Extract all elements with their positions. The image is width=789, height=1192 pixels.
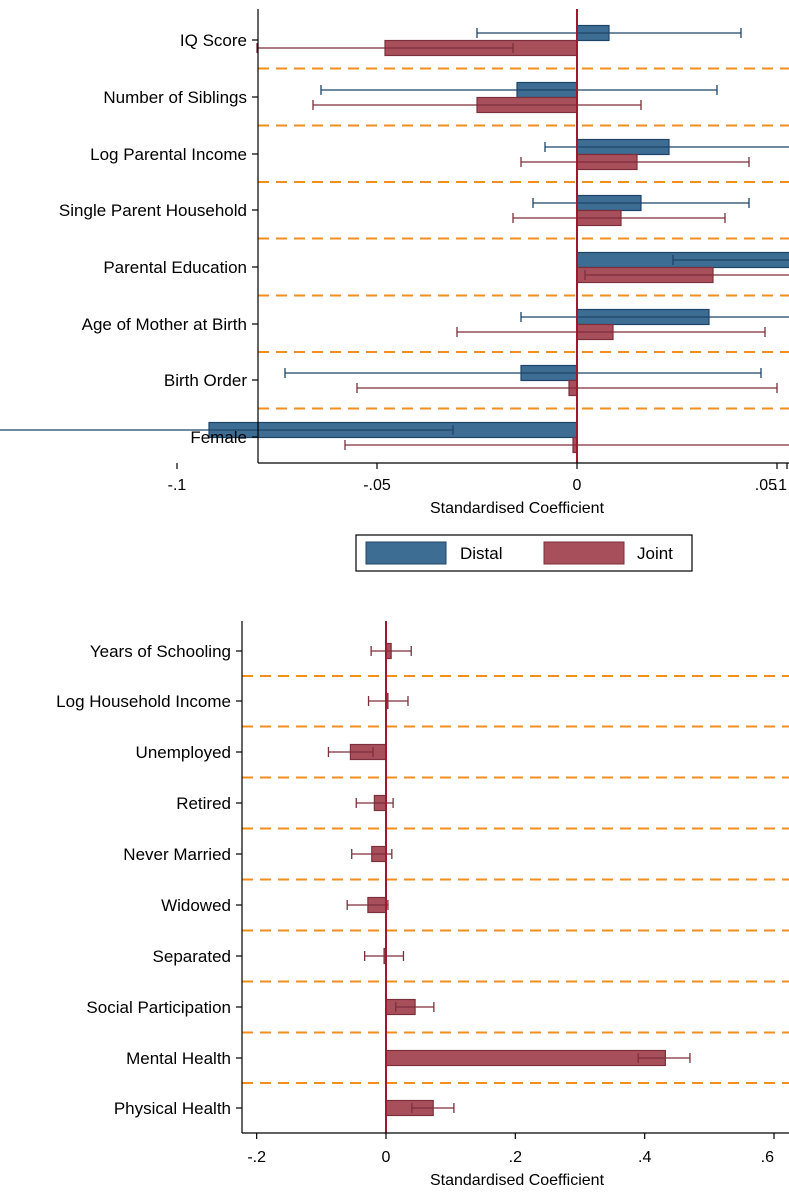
category-label-mental-health: Mental Health <box>126 1049 231 1068</box>
category-label-log-household-income: Log Household Income <box>56 692 231 711</box>
legend-label-distal: Distal <box>460 544 503 563</box>
x-tick-label: -.05 <box>363 477 391 494</box>
category-label-widowed: Widowed <box>161 896 231 915</box>
x-tick-label: .2 <box>509 1149 522 1166</box>
category-label-female: Female <box>190 428 247 447</box>
category-label-number-of-siblings: Number of Siblings <box>103 88 247 107</box>
category-label-age-of-mother-at-birth: Age of Mother at Birth <box>82 315 247 334</box>
x-axis-title: Standardised Coefficient <box>430 1172 605 1189</box>
x-tick-label: .6 <box>761 1149 774 1166</box>
legend-label-joint: Joint <box>637 544 673 563</box>
x-tick-label: .4 <box>638 1149 651 1166</box>
x-tick-label: .05 <box>755 477 777 494</box>
x-tick-label: 0 <box>573 477 582 494</box>
category-label-separated: Separated <box>153 947 231 966</box>
category-label-social-participation: Social Participation <box>86 998 231 1017</box>
category-label-years-of-schooling: Years of Schooling <box>90 642 231 661</box>
x-tick-label: 0 <box>382 1149 391 1166</box>
bar-joint-mental-health <box>385 1049 666 1067</box>
category-label-physical-health: Physical Health <box>114 1099 231 1118</box>
legend-swatch-joint <box>543 541 625 565</box>
legend: Distal Joint <box>355 534 693 572</box>
upper-coefficient-panel: IQ Score Number of Siblings Log Parental I… <box>0 9 789 517</box>
category-label-retired: Retired <box>176 794 231 813</box>
category-label-never-married: Never Married <box>123 845 231 864</box>
category-label-iq-score: IQ Score <box>180 31 247 50</box>
x-tick-label: -.2 <box>247 1149 266 1166</box>
lower-coefficient-panel: Years of Schooling Log Household Income Un… <box>56 621 789 1189</box>
category-label-unemployed: Unemployed <box>136 743 231 762</box>
category-label-birth-order: Birth Order <box>164 371 247 390</box>
x-tick-label: -.1 <box>168 477 187 494</box>
category-label-single-parent-household: Single Parent Household <box>59 201 247 220</box>
x-axis-title: Standardised Coefficient <box>430 500 605 517</box>
category-label-log-parental-income: Log Parental Income <box>90 145 247 164</box>
category-label-parental-education: Parental Education <box>103 258 247 277</box>
legend-swatch-distal <box>365 541 447 565</box>
x-tick-label: .1 <box>774 477 787 494</box>
